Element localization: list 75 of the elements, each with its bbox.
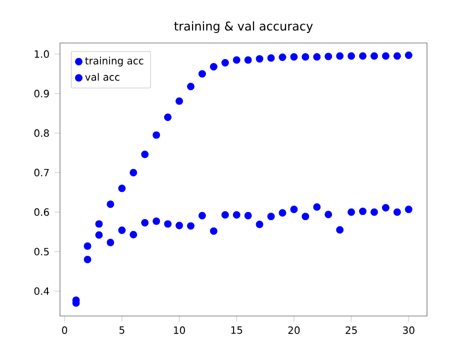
point bbox=[84, 242, 92, 250]
point bbox=[302, 212, 310, 220]
point bbox=[152, 131, 160, 139]
point bbox=[302, 53, 310, 61]
legend-label: training acc bbox=[85, 56, 144, 66]
y-tick-label: 0.8 bbox=[34, 129, 49, 137]
point bbox=[256, 220, 264, 228]
point bbox=[232, 211, 240, 219]
point bbox=[106, 238, 114, 246]
point bbox=[336, 226, 344, 234]
point bbox=[210, 227, 218, 235]
x-tick-label: 0 bbox=[62, 326, 68, 334]
point bbox=[221, 59, 229, 66]
point bbox=[95, 231, 103, 239]
point bbox=[313, 203, 321, 211]
point bbox=[95, 220, 103, 228]
y-tick-label: 0.9 bbox=[34, 90, 49, 98]
point bbox=[404, 206, 412, 214]
point bbox=[404, 52, 412, 59]
point bbox=[267, 212, 275, 220]
point bbox=[141, 150, 149, 158]
point bbox=[313, 53, 321, 61]
point bbox=[176, 222, 184, 230]
point bbox=[106, 200, 114, 208]
point bbox=[198, 70, 206, 78]
point bbox=[118, 226, 126, 234]
point bbox=[130, 230, 138, 238]
point bbox=[324, 52, 332, 60]
point bbox=[198, 212, 206, 220]
point bbox=[278, 53, 286, 61]
point bbox=[359, 52, 367, 60]
point bbox=[244, 56, 252, 64]
point bbox=[130, 168, 138, 176]
point bbox=[141, 219, 149, 226]
point bbox=[176, 97, 184, 105]
point bbox=[393, 52, 401, 60]
x-tick-label: 15 bbox=[231, 326, 242, 334]
point bbox=[244, 212, 252, 220]
point bbox=[164, 220, 172, 228]
point bbox=[359, 208, 367, 216]
legend-label: val acc bbox=[85, 73, 120, 81]
point bbox=[324, 210, 332, 218]
point bbox=[370, 52, 378, 60]
y-tick-label: 0.6 bbox=[34, 208, 49, 216]
point bbox=[187, 222, 194, 230]
x-tick-label: 5 bbox=[120, 326, 124, 334]
point bbox=[278, 209, 286, 217]
point bbox=[336, 52, 344, 60]
chart-title: training & val accuracy bbox=[174, 21, 313, 33]
point bbox=[290, 206, 298, 214]
point bbox=[84, 256, 92, 264]
x-tick-label: 10 bbox=[174, 326, 185, 334]
point bbox=[118, 184, 126, 192]
point bbox=[382, 52, 390, 60]
point bbox=[370, 208, 378, 216]
y-tick-label: 0.4 bbox=[34, 287, 50, 295]
point bbox=[152, 217, 160, 225]
point bbox=[232, 56, 240, 64]
point bbox=[256, 55, 264, 63]
point bbox=[187, 82, 194, 90]
point bbox=[393, 208, 401, 216]
y-tick-label: 0.7 bbox=[34, 168, 49, 176]
point bbox=[221, 211, 229, 219]
point bbox=[348, 208, 356, 216]
x-tick-label: 25 bbox=[346, 326, 357, 334]
point bbox=[267, 54, 275, 62]
y-tick-label: 0.5 bbox=[34, 248, 49, 256]
point bbox=[382, 204, 390, 212]
point bbox=[348, 52, 356, 60]
x-tick-label: 30 bbox=[403, 326, 414, 334]
point bbox=[290, 53, 298, 61]
point bbox=[210, 62, 218, 70]
x-tick-label: 20 bbox=[288, 326, 300, 334]
point bbox=[164, 114, 172, 122]
y-tick-label: 1.0 bbox=[34, 50, 49, 58]
